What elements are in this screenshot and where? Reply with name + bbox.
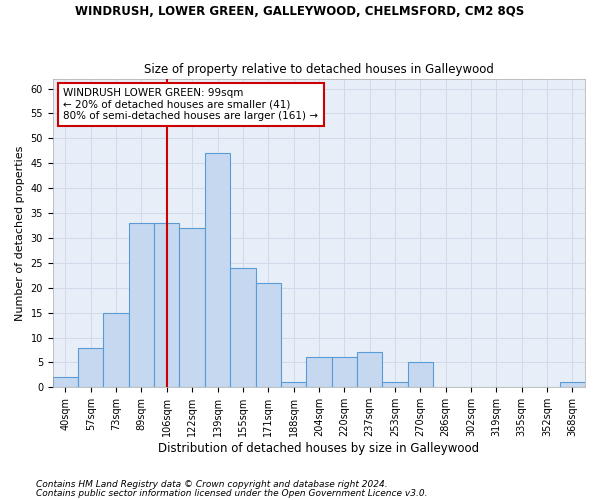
Bar <box>129 223 154 388</box>
Bar <box>154 223 179 388</box>
Text: WINDRUSH LOWER GREEN: 99sqm
← 20% of detached houses are smaller (41)
80% of sem: WINDRUSH LOWER GREEN: 99sqm ← 20% of det… <box>64 88 319 121</box>
Bar <box>179 228 205 388</box>
Bar <box>306 358 332 388</box>
Bar <box>103 312 129 388</box>
Bar <box>560 382 585 388</box>
Bar <box>332 358 357 388</box>
Bar <box>230 268 256 388</box>
X-axis label: Distribution of detached houses by size in Galleywood: Distribution of detached houses by size … <box>158 442 479 455</box>
Bar <box>78 348 103 388</box>
Title: Size of property relative to detached houses in Galleywood: Size of property relative to detached ho… <box>144 63 494 76</box>
Text: Contains HM Land Registry data © Crown copyright and database right 2024.: Contains HM Land Registry data © Crown c… <box>36 480 388 489</box>
Text: WINDRUSH, LOWER GREEN, GALLEYWOOD, CHELMSFORD, CM2 8QS: WINDRUSH, LOWER GREEN, GALLEYWOOD, CHELM… <box>76 5 524 18</box>
Bar <box>357 352 382 388</box>
Text: Contains public sector information licensed under the Open Government Licence v3: Contains public sector information licen… <box>36 488 427 498</box>
Bar <box>407 362 433 388</box>
Bar <box>205 154 230 388</box>
Bar <box>256 283 281 388</box>
Bar <box>281 382 306 388</box>
Bar <box>53 378 78 388</box>
Y-axis label: Number of detached properties: Number of detached properties <box>15 146 25 320</box>
Bar <box>382 382 407 388</box>
